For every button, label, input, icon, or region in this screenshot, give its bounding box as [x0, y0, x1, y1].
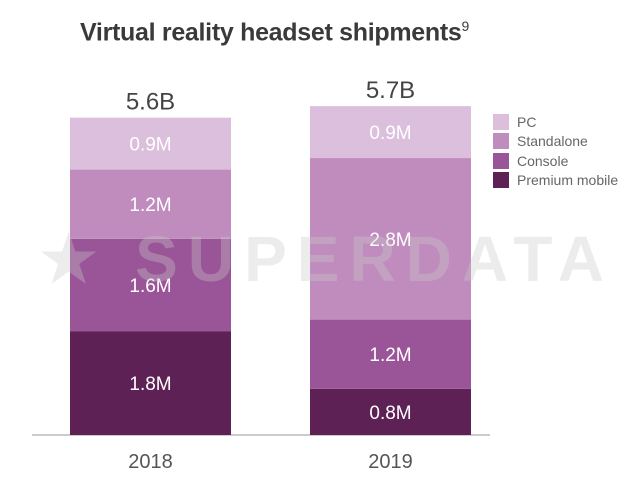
total-label: 5.6B [126, 89, 175, 116]
bar-segment-pc-2019 [310, 106, 471, 159]
legend-swatch [493, 172, 509, 189]
data-label: 1.8M [129, 374, 171, 395]
chart-title: Virtual reality headset shipments9 [80, 18, 469, 47]
legend-label: Console [517, 152, 569, 169]
title-footnote: 9 [461, 18, 469, 34]
x-tick-label: 2019 [368, 451, 413, 473]
data-label: 0.9M [369, 123, 411, 144]
bar-segment-standalone-2018 [70, 169, 231, 239]
data-label: 0.8M [369, 403, 411, 424]
bar-segment-standalone-2019 [310, 158, 471, 320]
bar-segment-premium-mobile-2018 [70, 331, 231, 435]
legend-item: Console [493, 151, 618, 171]
data-label: 1.2M [369, 345, 411, 366]
watermark: ★ SUPERDATA [40, 223, 614, 295]
bar-segment-pc-2018 [70, 117, 231, 170]
x-tick-label: 2018 [128, 451, 173, 473]
legend-item: Premium mobile [493, 171, 618, 191]
data-label: 1.6M [129, 276, 171, 297]
legend-item: PC [493, 112, 618, 132]
legend-label: PC [517, 113, 537, 130]
legend-label: Premium mobile [517, 172, 619, 189]
data-label: 1.2M [129, 195, 171, 216]
bar-segment-console-2018 [70, 238, 231, 332]
total-label: 5.7B [366, 77, 415, 104]
legend-item: Standalone [493, 132, 618, 152]
data-label: 0.9M [129, 135, 171, 156]
legend-swatch [493, 152, 509, 169]
bar-segment-premium-mobile-2019 [310, 388, 471, 435]
legend-swatch [493, 113, 509, 130]
legend-swatch [493, 133, 509, 150]
legend-label: Standalone [517, 133, 588, 150]
data-label: 2.8M [369, 230, 411, 251]
title-text: Virtual reality headset shipments [80, 18, 462, 47]
bar-segment-console-2019 [310, 319, 471, 389]
legend: PC Standalone Console Premium mobile [493, 112, 618, 190]
